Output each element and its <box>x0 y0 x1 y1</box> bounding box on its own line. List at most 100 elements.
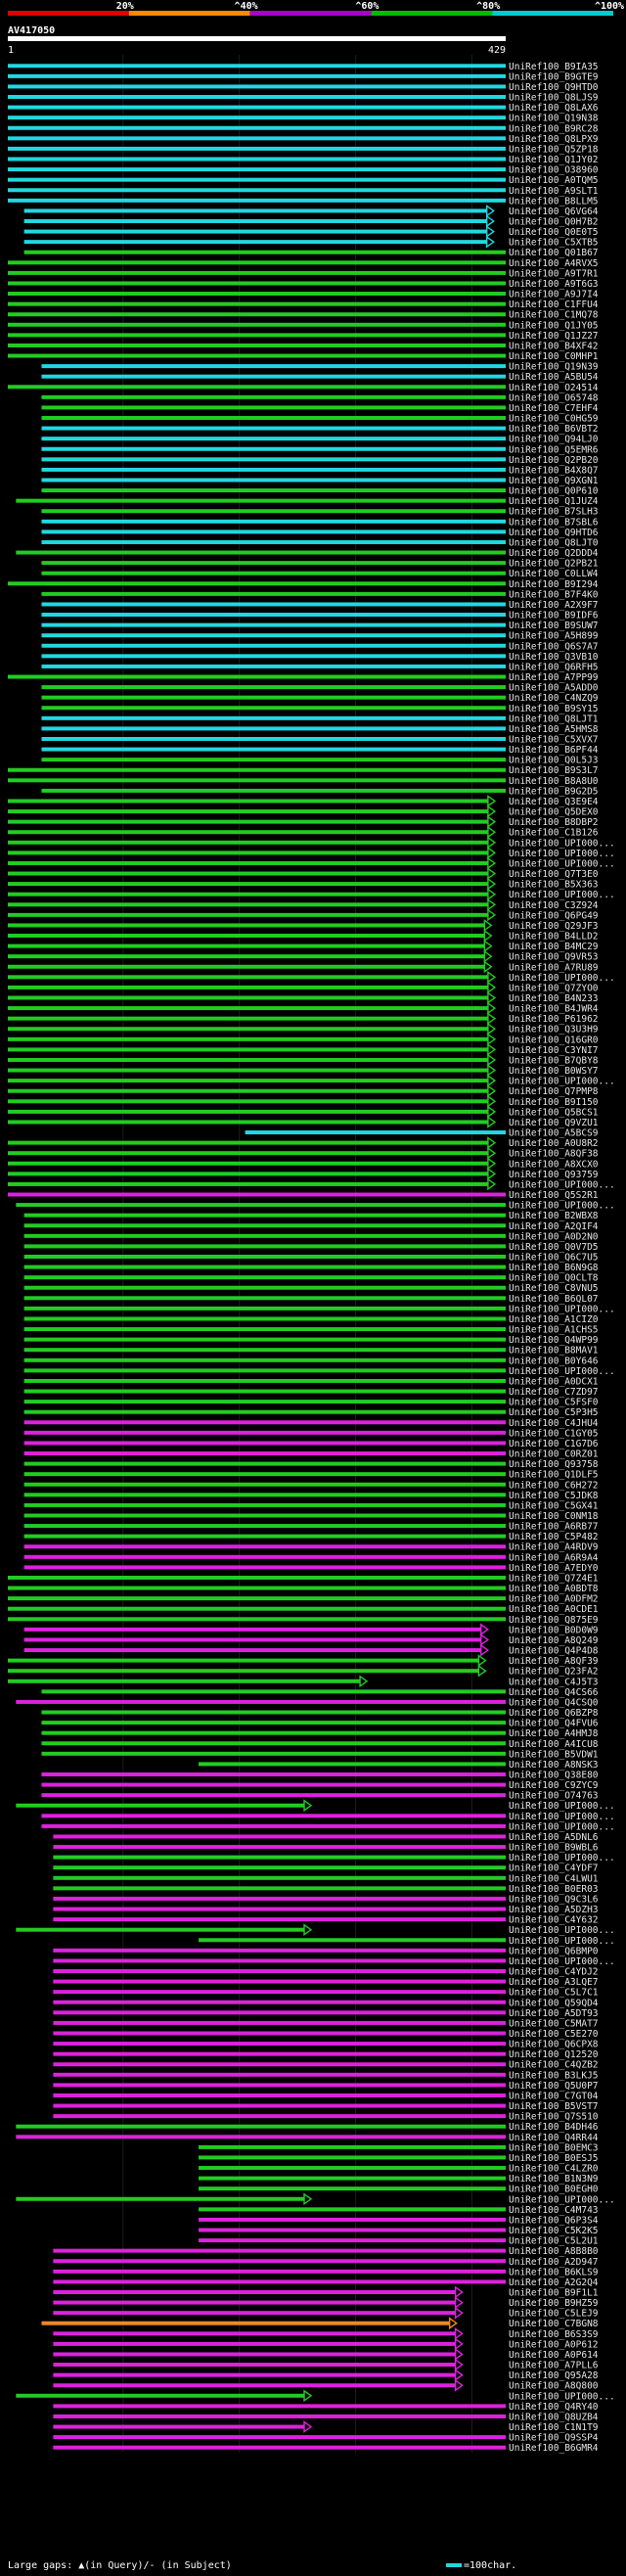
hit-label[interactable]: UniRef100_C1GY05 <box>509 1428 599 1439</box>
hit-label[interactable]: UniRef100_B6PF44 <box>509 745 599 756</box>
hit-label[interactable]: UniRef100_Q3E9E4 <box>509 797 599 807</box>
hit-label[interactable]: UniRef100_B3LKJ5 <box>509 2070 599 2081</box>
hit-label[interactable]: UniRef100_B9SY15 <box>509 704 599 714</box>
hit-label[interactable]: UniRef100_Q1JY05 <box>509 320 599 331</box>
hit-label[interactable]: UniRef100_B2WBX8 <box>509 1211 599 1221</box>
hit-label[interactable]: UniRef100_Q7PMP8 <box>509 1086 599 1097</box>
hit-label[interactable]: UniRef100_Q5ZP18 <box>509 144 599 155</box>
hit-label[interactable]: UniRef100_Q7S510 <box>509 2112 599 2123</box>
hit-label[interactable]: UniRef100_B9RC28 <box>509 123 599 134</box>
hit-label[interactable]: UniRef100_Q9XGN1 <box>509 476 599 486</box>
hit-label[interactable]: UniRef100_Q23FA2 <box>509 1667 599 1678</box>
hit-label[interactable]: UniRef100_B4JWR4 <box>509 1004 599 1015</box>
hit-label[interactable]: UniRef100_B7F4K0 <box>509 589 599 600</box>
hit-label[interactable]: UniRef100_A0DCX1 <box>509 1376 599 1387</box>
hit-label[interactable]: UniRef100_A0U8R2 <box>509 1138 599 1149</box>
hit-label[interactable]: UniRef100_Q5BCS1 <box>509 1107 599 1118</box>
hit-label[interactable]: UniRef100_C1MQ78 <box>509 310 599 321</box>
hit-label[interactable]: UniRef100_UPI000... <box>509 1801 615 1812</box>
hit-label[interactable]: UniRef100_A8QF38 <box>509 1149 599 1160</box>
hit-label[interactable]: UniRef100_Q0CLT8 <box>509 1273 599 1284</box>
hit-label[interactable]: UniRef100_B9S3L7 <box>509 765 599 776</box>
hit-label[interactable]: UniRef100_C5L7C1 <box>509 1988 599 1999</box>
hit-label[interactable]: UniRef100_Q6S7A7 <box>509 641 599 652</box>
hit-label[interactable]: UniRef100_B7QBY8 <box>509 1055 599 1066</box>
hit-label[interactable]: UniRef100_Q59QD4 <box>509 1998 599 2008</box>
hit-label[interactable]: UniRef100_Q16GR0 <box>509 1035 599 1045</box>
hit-label[interactable]: UniRef100_A5BCS9 <box>509 1128 599 1139</box>
hit-label[interactable]: UniRef100_B9I294 <box>509 579 599 590</box>
hit-label[interactable]: UniRef100_C3YNI7 <box>509 1045 599 1056</box>
hit-label[interactable]: UniRef100_A7RU89 <box>509 962 599 973</box>
hit-label[interactable]: UniRef100_C0HG59 <box>509 414 599 425</box>
hit-label[interactable]: UniRef100_Q8LAX6 <box>509 103 599 114</box>
hit-label[interactable]: UniRef100_A4RVX5 <box>509 258 599 269</box>
hit-label[interactable]: UniRef100_UPI000... <box>509 1853 615 1863</box>
hit-label[interactable]: UniRef100_B7SLH3 <box>509 507 599 518</box>
hit-label[interactable]: UniRef100_A8XCX0 <box>509 1159 599 1170</box>
hit-label[interactable]: UniRef100_Q6P3S4 <box>509 2215 599 2226</box>
hit-label[interactable]: UniRef100_A4HMJ8 <box>509 1728 599 1739</box>
hit-label[interactable]: UniRef100_B5VDW1 <box>509 1749 599 1760</box>
hit-label[interactable]: UniRef100_C5FSF0 <box>509 1398 599 1408</box>
hit-label[interactable]: UniRef100_Q2DDD4 <box>509 548 599 559</box>
hit-label[interactable]: UniRef100_A8QF39 <box>509 1656 599 1667</box>
hit-label[interactable]: UniRef100_A2QIF4 <box>509 1221 599 1232</box>
hit-label[interactable]: UniRef100_UPI000... <box>509 849 615 859</box>
hit-label[interactable]: UniRef100_C4JHU4 <box>509 1418 599 1429</box>
hit-label[interactable]: UniRef100_C6H272 <box>509 1480 599 1491</box>
hit-label[interactable]: UniRef100_B0ESJ5 <box>509 2153 599 2164</box>
hit-label[interactable]: UniRef100_C5MAT7 <box>509 2018 599 2029</box>
hit-label[interactable]: UniRef100_C8VNU5 <box>509 1283 599 1294</box>
hit-label[interactable]: UniRef100_C9ZYC9 <box>509 1780 599 1791</box>
hit-label[interactable]: UniRef100_C0MHP1 <box>509 351 599 362</box>
hit-label[interactable]: UniRef100_C5XVX7 <box>509 734 599 745</box>
hit-label[interactable]: UniRef100_Q3VB10 <box>509 652 599 663</box>
hit-label[interactable]: UniRef100_A7EDY0 <box>509 1563 599 1574</box>
hit-label[interactable]: UniRef100_C5E270 <box>509 2029 599 2040</box>
hit-label[interactable]: UniRef100_A5BU54 <box>509 372 599 383</box>
hit-label[interactable]: UniRef100_A9J7I4 <box>509 290 599 300</box>
hit-label[interactable]: UniRef100_Q6BMP0 <box>509 1946 599 1956</box>
hit-label[interactable]: UniRef100_C4LWU1 <box>509 1873 599 1884</box>
hit-label[interactable]: UniRef100_Q9VZU1 <box>509 1118 599 1128</box>
hit-label[interactable]: UniRef100_B5X363 <box>509 880 599 891</box>
hit-label[interactable]: UniRef100_B4N233 <box>509 993 599 1004</box>
hit-label[interactable]: UniRef100_C4LZR0 <box>509 2164 599 2175</box>
hit-label[interactable]: UniRef100_Q7T3E0 <box>509 869 599 880</box>
hit-label[interactable]: UniRef100_C3Z924 <box>509 900 599 911</box>
hit-label[interactable]: UniRef100_A0CDE1 <box>509 1604 599 1615</box>
hit-label[interactable]: UniRef100_B9F1L1 <box>509 2287 599 2298</box>
hit-label[interactable]: UniRef100_UPI000... <box>509 1956 615 1967</box>
hit-label[interactable]: UniRef100_O38960 <box>509 165 599 176</box>
hit-label[interactable]: UniRef100_A0DFM2 <box>509 1594 599 1605</box>
hit-label[interactable]: UniRef100_B9G2D5 <box>509 786 599 797</box>
hit-label[interactable]: UniRef100_C4YDJ2 <box>509 1967 599 1978</box>
hit-label[interactable]: UniRef100_Q95A28 <box>509 2370 599 2381</box>
hit-label[interactable]: UniRef100_C7ZD97 <box>509 1387 599 1398</box>
hit-label[interactable]: UniRef100_Q9HTD6 <box>509 528 599 538</box>
hit-label[interactable]: UniRef100_Q93758 <box>509 1459 599 1470</box>
hit-label[interactable]: UniRef100_C7GT04 <box>509 2091 599 2101</box>
hit-label[interactable]: UniRef100_A0BDT8 <box>509 1584 599 1594</box>
hit-label[interactable]: UniRef100_Q6C7U5 <box>509 1252 599 1263</box>
hit-label[interactable]: UniRef100_B9IA35 <box>509 62 599 72</box>
hit-label[interactable]: UniRef100_UPI000... <box>509 1179 615 1190</box>
hit-label[interactable]: UniRef100_UPI000... <box>509 973 615 984</box>
hit-label[interactable]: UniRef100_Q4WP99 <box>509 1335 599 1346</box>
hit-label[interactable]: UniRef100_Q5DEX0 <box>509 807 599 818</box>
hit-label[interactable]: UniRef100_B0EGH0 <box>509 2185 599 2195</box>
hit-label[interactable]: UniRef100_A4RDV9 <box>509 1542 599 1553</box>
hit-label[interactable]: UniRef100_B0WSY7 <box>509 1066 599 1077</box>
hit-label[interactable]: UniRef100_C5JDK8 <box>509 1491 599 1501</box>
hit-label[interactable]: UniRef100_Q1JUZ4 <box>509 496 599 507</box>
hit-label[interactable]: UniRef100_UPI000... <box>509 1201 615 1212</box>
hit-label[interactable]: UniRef100_A7PP99 <box>509 672 599 683</box>
hit-label[interactable]: UniRef100_Q7ZYO0 <box>509 983 599 993</box>
hit-label[interactable]: UniRef100_Q38E80 <box>509 1770 599 1780</box>
hit-label[interactable]: UniRef100_B7SBL6 <box>509 517 599 528</box>
hit-label[interactable]: UniRef100_UPI000... <box>509 2391 615 2402</box>
hit-label[interactable]: UniRef100_Q29JF3 <box>509 921 599 932</box>
hit-label[interactable]: UniRef100_B0Y646 <box>509 1356 599 1366</box>
hit-label[interactable]: UniRef100_C4J5T3 <box>509 1677 599 1687</box>
